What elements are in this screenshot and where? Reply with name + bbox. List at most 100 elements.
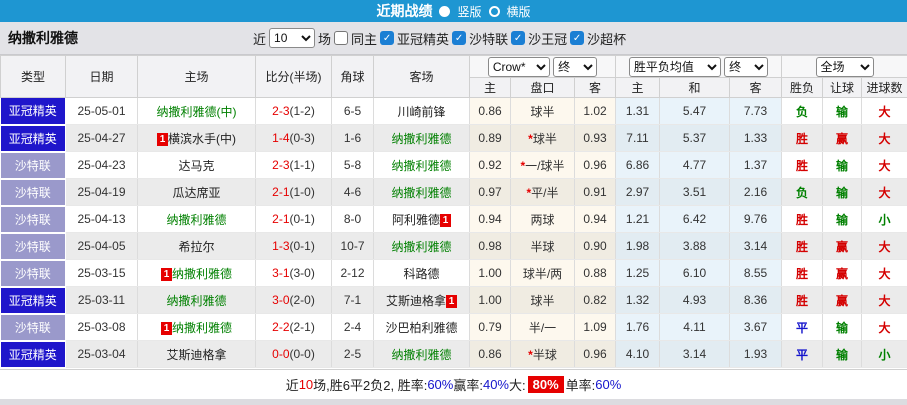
fulltime-score-link[interactable]: 1-4	[272, 131, 290, 145]
odds-away-cell: 0.82	[574, 286, 616, 314]
odds-home-cell: 0.86	[469, 97, 511, 125]
avg-draw-cell: 3.14	[659, 340, 730, 368]
odds-away-cell: 0.94	[574, 205, 616, 233]
same-home-checkbox[interactable]: ✓	[334, 31, 349, 45]
handicap-result-cell: 输	[822, 340, 862, 368]
team-link[interactable]: 川崎前锋	[397, 104, 446, 119]
team-link[interactable]: 瓜达席亚	[172, 185, 221, 200]
team-link[interactable]: 科路德	[403, 266, 440, 281]
avg-away-cell: 3.14	[729, 232, 782, 260]
team-link[interactable]: 达马克	[178, 158, 215, 173]
goals-result-cell-value: 小	[878, 347, 891, 362]
score-cell: 1-3(0-1)	[255, 232, 332, 260]
fulltime-score-link[interactable]: 2-2	[272, 320, 290, 334]
avg-home-cell: 2.97	[615, 178, 660, 206]
result-cell-value: 平	[795, 320, 808, 335]
goals-result-cell: 大	[861, 97, 907, 125]
handicap-result-cell-value: 输	[835, 212, 848, 227]
handicap-result-cell-value: 赢	[835, 293, 848, 308]
handicap-result-cell-value: 赢	[835, 131, 848, 146]
league-label-spl[interactable]: 沙特联	[469, 31, 509, 47]
team-link[interactable]: 纳撒利雅德	[391, 131, 452, 146]
same-home-label[interactable]: 同主	[351, 31, 378, 47]
red-card-badge: 1	[157, 132, 168, 146]
fulltime-score-link[interactable]: 1-3	[272, 239, 290, 253]
corner-cell: 2-4	[331, 313, 374, 341]
handicap-result-cell: 输	[822, 205, 862, 233]
away-team-cell: 纳撒利雅德	[373, 340, 470, 368]
table-row: 沙特联 25-04-23 达马克 2-3(1-1) 5-8 纳撒利雅德 0.92 *一/球半 0…	[0, 151, 907, 180]
team-link[interactable]: 横滨水手(中)	[168, 131, 236, 146]
result-cell-value: 胜	[795, 131, 808, 146]
scope-group-header: 全场	[780, 55, 907, 78]
team-link[interactable]: 希拉尔	[178, 239, 215, 254]
summary-segment: 赢率:	[453, 377, 483, 393]
odds-line-cell: 球半/两	[510, 259, 575, 287]
league-checkbox-kings-cup[interactable]: ✓	[511, 31, 526, 45]
team-link[interactable]: 纳撒利雅德	[391, 239, 452, 254]
team-link[interactable]: 艾斯迪格拿	[166, 347, 227, 362]
avg-away-cell: 8.55	[729, 259, 782, 287]
team-link[interactable]: 阿利雅德	[391, 212, 440, 227]
goals-result-cell-value: 小	[878, 212, 891, 227]
fulltime-score-link[interactable]: 3-1	[272, 266, 290, 280]
avg-draw-cell: 4.77	[659, 151, 730, 179]
table-row: 沙特联 25-03-15 1 纳撒利雅德 3-1(3-0) 2-12 科路德 1.00 球半/两…	[0, 259, 907, 288]
team-link[interactable]: 纳撒利雅德(中)	[156, 104, 237, 119]
team-link[interactable]: 艾斯迪格拿	[385, 293, 446, 308]
col-header-score: 比分(半场)	[255, 55, 332, 98]
team-link[interactable]: 纳撒利雅德	[166, 293, 227, 308]
odds-away-cell: 1.02	[574, 97, 616, 125]
league-checkbox-super-cup[interactable]: ✓	[570, 31, 585, 45]
league-type-cell: 亚冠精英	[0, 286, 66, 315]
avg-home-cell: 1.32	[615, 286, 660, 314]
horizontal-layout-label[interactable]: 横版	[506, 4, 531, 19]
odds-line-cell: 球半	[510, 97, 575, 125]
table-row: 沙特联 25-03-08 1 纳撒利雅德 2-2(2-1) 2-4 沙巴柏利雅德 0.79 半/…	[0, 313, 907, 342]
fulltime-score-link[interactable]: 3-0	[272, 293, 290, 307]
scope-select[interactable]: 全场	[815, 56, 874, 77]
team-link[interactable]: 纳撒利雅德	[391, 347, 452, 362]
col-header-odds-away: 客	[574, 77, 616, 98]
fulltime-score-link[interactable]: 2-3	[272, 158, 290, 172]
away-team-cell: 纳撒利雅德	[373, 232, 470, 260]
away-handicap-star: *	[528, 347, 533, 362]
avg-final-select[interactable]: 终	[724, 56, 769, 77]
page-title: 近期战绩	[376, 3, 433, 19]
avg-source-select[interactable]: 胜平负均值	[628, 56, 721, 77]
odds-source-select[interactable]: Crow*	[487, 56, 550, 77]
vertical-layout-label[interactable]: 竖版	[457, 4, 482, 19]
league-type-cell: 沙特联	[0, 151, 66, 180]
fulltime-score-link[interactable]: 0-0	[272, 347, 290, 361]
team-link[interactable]: 纳撒利雅德	[391, 158, 452, 173]
fulltime-score-link[interactable]: 2-1	[272, 185, 290, 199]
league-label-kings-cup[interactable]: 沙王冠	[528, 31, 568, 47]
home-team-cell: 纳撒利雅德	[137, 205, 256, 233]
match-count-select[interactable]: 10	[269, 28, 316, 48]
team-link[interactable]: 沙巴柏利雅德	[385, 320, 458, 335]
handicap-result-cell-value: 输	[835, 185, 848, 200]
team-link[interactable]: 纳撒利雅德	[171, 266, 232, 281]
vertical-layout-radio[interactable]	[439, 5, 451, 17]
odds-final-select[interactable]: 终	[553, 56, 598, 77]
fulltime-score-link[interactable]: 2-3	[272, 104, 290, 118]
league-checkbox-spl[interactable]: ✓	[452, 31, 467, 45]
handicap-result-cell-value: 赢	[835, 266, 848, 281]
horizontal-layout-radio[interactable]	[488, 5, 500, 17]
avg-away-cell: 9.76	[729, 205, 782, 233]
league-label-acl[interactable]: 亚冠精英	[397, 31, 450, 47]
home-team-cell: 1 纳撒利雅德	[137, 313, 256, 341]
home-team-cell: 艾斯迪格拿	[137, 340, 256, 368]
away-team-cell: 沙巴柏利雅德	[373, 313, 470, 341]
team-link[interactable]: 纳撒利雅德	[391, 185, 452, 200]
league-label-super-cup[interactable]: 沙超杯	[587, 31, 627, 47]
handicap-result-cell: 赢	[822, 286, 862, 314]
league-checkbox-acl[interactable]: ✓	[380, 31, 395, 45]
fulltime-score-link[interactable]: 2-1	[272, 212, 290, 226]
team-link[interactable]: 纳撒利雅德	[166, 212, 227, 227]
titlebar: 近期战绩 竖版 横版	[0, 0, 907, 22]
result-cell: 负	[781, 178, 823, 206]
team-link[interactable]: 纳撒利雅德	[171, 320, 232, 335]
col-header-avg-home: 主	[615, 77, 660, 98]
handicap-result-cell-value: 输	[835, 347, 848, 362]
